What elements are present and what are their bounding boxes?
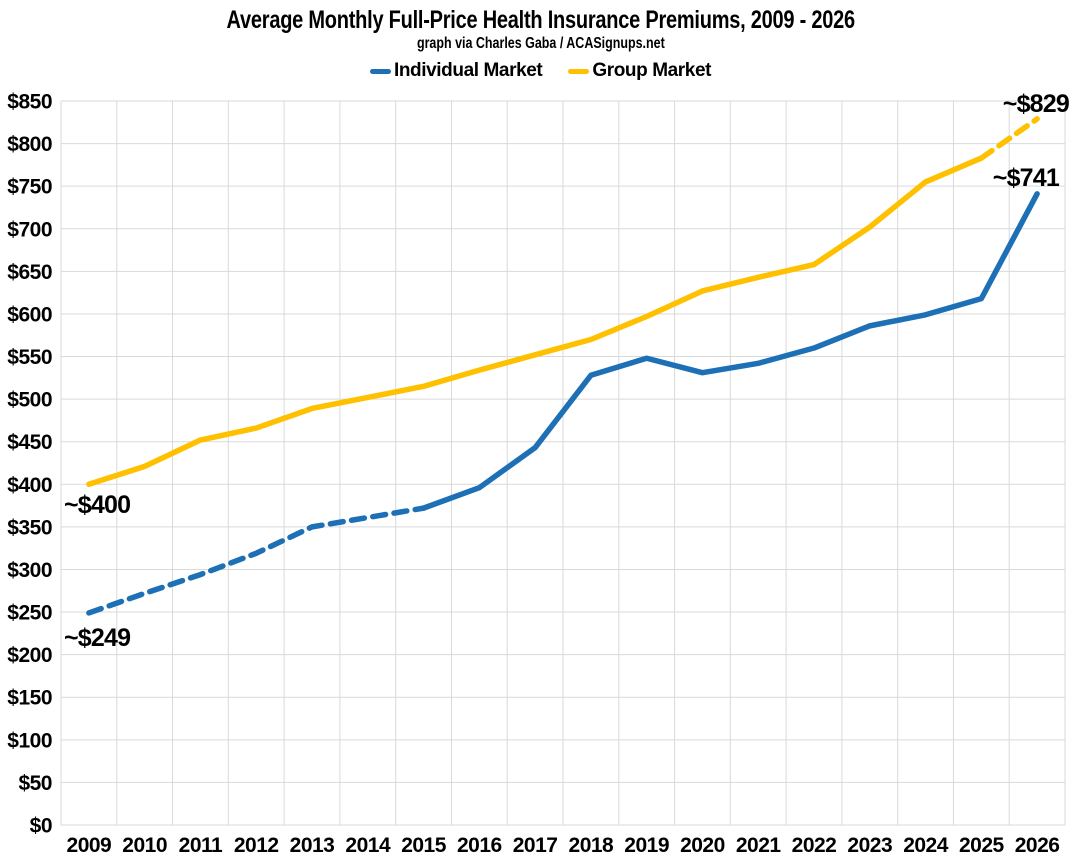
- legend-item-individual: Individual Market: [369, 60, 543, 82]
- legend: Individual Market Group Market: [0, 60, 1081, 82]
- x-axis-tick-label: 2023: [847, 834, 892, 857]
- x-axis-tick-label: 2013: [290, 834, 335, 857]
- y-axis-tick-label: $300: [7, 559, 52, 582]
- y-axis-tick-label: $100: [7, 729, 52, 752]
- y-axis-tick-label: $650: [7, 261, 52, 284]
- y-axis-tick-label: $750: [7, 176, 52, 199]
- x-axis-tick-label: 2024: [903, 834, 949, 857]
- x-axis-tick-label: 2014: [345, 834, 391, 857]
- y-axis-tick-label: $250: [7, 602, 52, 625]
- chart-header: Average Monthly Full-Price Health Insura…: [0, 0, 1081, 53]
- series-line-individual-dashed: [86, 505, 427, 616]
- chart-title-row: Average Monthly Full-Price Health Insura…: [0, 7, 1081, 34]
- x-axis-tick-label: 2009: [67, 834, 112, 857]
- chart-subtitle: graph via Charles Gaba / ACASignups.net: [416, 35, 665, 52]
- x-axis-tick-label: 2012: [234, 834, 279, 857]
- annotation-group-market-2026: ~$829: [1003, 90, 1069, 118]
- chart-subtitle-row: graph via Charles Gaba / ACASignups.net: [0, 35, 1081, 53]
- annotation-individual-market-2009: ~$249: [64, 624, 130, 652]
- x-axis-tick-label: 2016: [457, 834, 502, 857]
- y-axis-tick-label: $600: [7, 303, 52, 326]
- series-line-group-solid: [86, 155, 985, 488]
- y-axis-tick-label: $550: [7, 346, 52, 369]
- y-axis-tick-label: $350: [7, 516, 52, 539]
- y-axis-tick-label: $50: [18, 772, 52, 795]
- x-axis-tick-label: 2017: [513, 834, 558, 857]
- x-axis-tick-label: 2018: [569, 834, 615, 857]
- x-axis-tick-label: 2010: [122, 834, 167, 857]
- x-axis-tick-label: 2021: [736, 834, 782, 857]
- annotation-group-market-2009: ~$400: [64, 491, 130, 519]
- legend-label-group: Group Market: [592, 60, 712, 81]
- y-axis-tick-label: $0: [30, 815, 52, 838]
- x-axis-tick-label: 2015: [401, 834, 447, 857]
- series-line-individual-solid: [420, 191, 1040, 511]
- chart-title: Average Monthly Full-Price Health Insura…: [226, 6, 855, 34]
- x-axis-tick-label: 2020: [680, 834, 725, 857]
- legend-item-group: Group Market: [568, 60, 711, 82]
- individual-line-swatch-icon: [369, 68, 391, 74]
- x-axis-tick-label: 2026: [1015, 834, 1060, 857]
- annotation-individual-market-2026: ~$741: [993, 164, 1060, 192]
- y-axis-tick-label: $450: [7, 431, 52, 454]
- legend-label-individual: Individual Market: [393, 60, 543, 81]
- x-axis-tick-label: 2019: [624, 834, 669, 857]
- group-line-swatch-icon: [568, 68, 590, 74]
- y-axis-tick-label: $150: [7, 687, 52, 710]
- y-axis-tick-label: $400: [7, 474, 52, 497]
- y-axis-tick-label: $800: [7, 133, 52, 156]
- y-axis-tick-label: $700: [7, 218, 52, 241]
- series-line-group-dashed: [978, 116, 1040, 161]
- y-axis-tick-label: $200: [7, 644, 52, 667]
- x-axis-tick-label: 2022: [792, 834, 837, 857]
- y-axis-tick-label: $500: [7, 389, 52, 412]
- x-axis-tick-label: 2011: [179, 834, 223, 857]
- y-axis-tick-label: $850: [7, 91, 52, 114]
- x-axis-tick-label: 2025: [959, 834, 1005, 857]
